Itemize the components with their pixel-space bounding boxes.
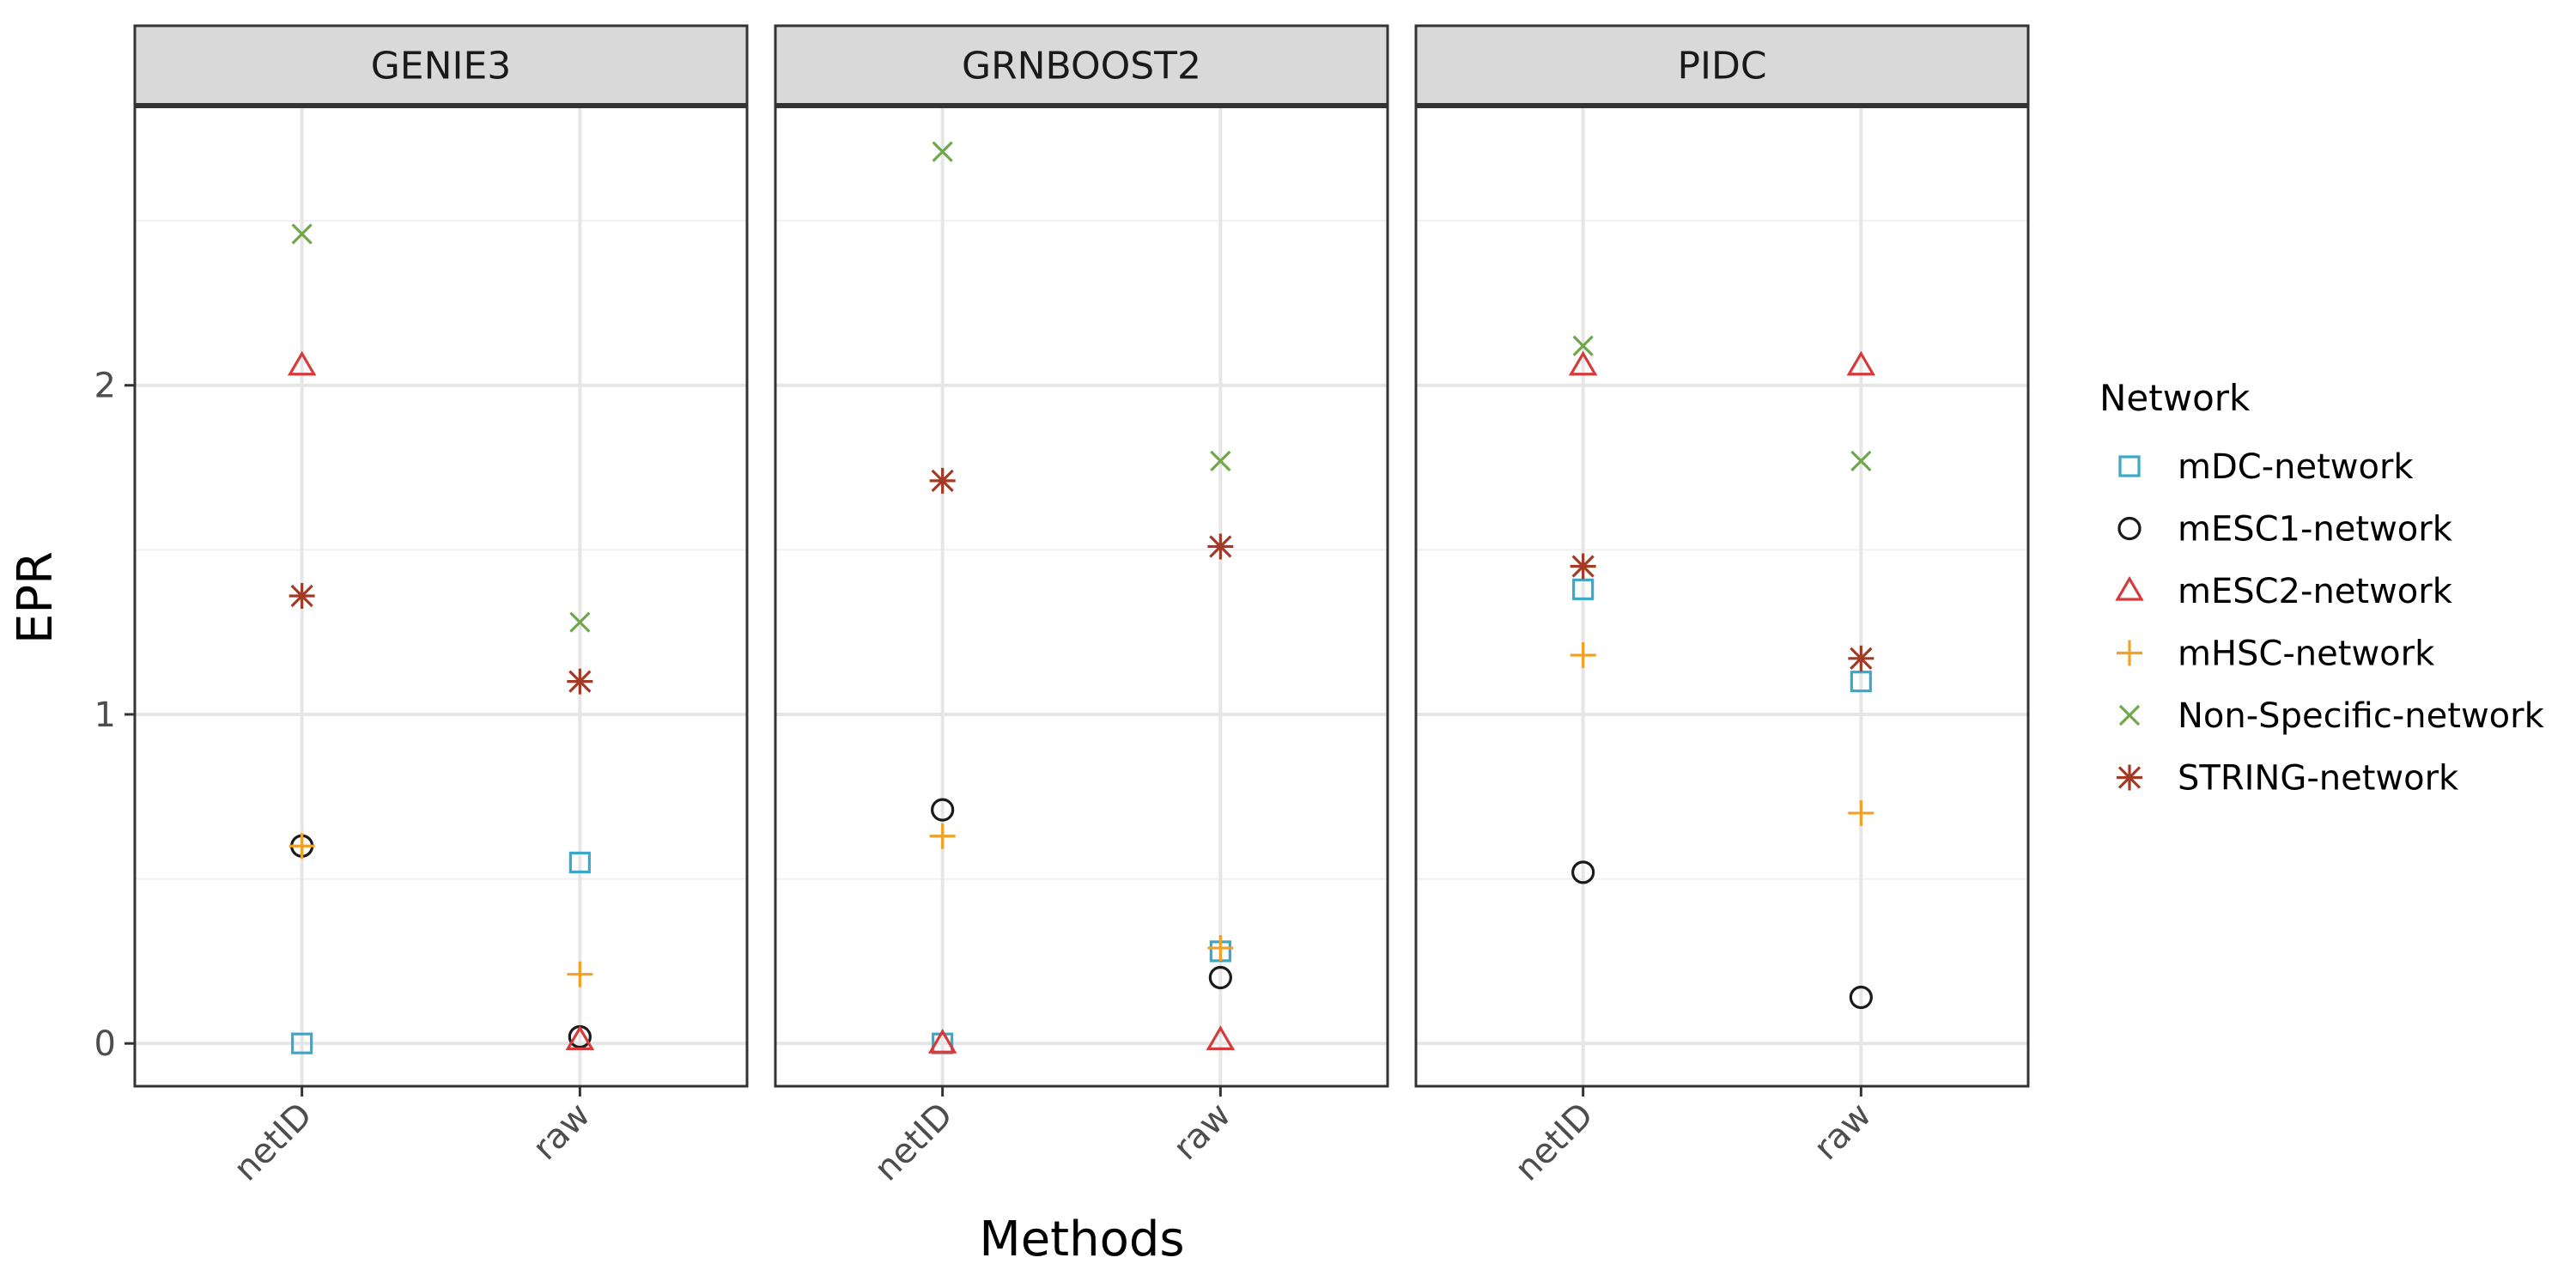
legend-label: mHSC-network [2178, 635, 2435, 674]
legend-item-mdc-network: mDC-network [2118, 447, 2414, 487]
data-point-mdc-network [568, 851, 591, 874]
data-point-non-specific-network [932, 141, 953, 162]
facet-strip-label: GENIE3 [371, 45, 512, 88]
data-point-string-network [289, 583, 315, 609]
data-point-mdc-network [291, 1032, 313, 1054]
data-point-mesc2-network [927, 1029, 957, 1054]
data-point-string-network [1207, 533, 1234, 560]
data-point-mdc-network [1850, 671, 1872, 693]
data-point-non-specific-network [1210, 450, 1231, 472]
legend-item-mesc2-network: mESC2-network [2115, 572, 2453, 611]
data-point-string-network [1848, 645, 1874, 671]
legend-label: Non-Specific-network [2178, 696, 2545, 736]
data-point-mdc-network [1572, 578, 1595, 600]
legend-key-plus [2117, 640, 2142, 666]
y-tick-label: 2 [94, 367, 116, 406]
legend-item-mhsc-network: mHSC-network [2117, 635, 2435, 674]
data-point-string-network [929, 467, 956, 494]
facet-strip [1414, 24, 2030, 107]
legend-item-string-network: STRING-network [2117, 759, 2459, 799]
legend-item-non-specific-network: Non-Specific-network [2118, 696, 2545, 736]
facet-strip-label: GRNBOOST2 [962, 45, 1201, 88]
y-tick-label: 1 [94, 696, 116, 735]
data-point-mesc2-network [1846, 350, 1876, 376]
legend-title: Network [2099, 377, 2251, 419]
legend-item-mesc1-network: mESC1-network [2117, 510, 2453, 550]
y-tick-label: 0 [94, 1024, 116, 1064]
plot-area [135, 106, 747, 1086]
data-point-mhsc-network [1207, 935, 1234, 962]
data-point-non-specific-network [569, 611, 591, 633]
legend-key-circle [2117, 516, 2142, 541]
legend-key-square [2118, 455, 2141, 477]
plot-area [1416, 106, 2028, 1086]
data-point-non-specific-network [1850, 450, 1872, 472]
data-point-non-specific-network [1572, 335, 1594, 356]
legend-key-cross [2118, 704, 2141, 726]
facet-strip [133, 24, 749, 107]
legend-label: mESC1-network [2178, 510, 2453, 550]
data-point-mesc1-network [1208, 965, 1232, 990]
data-point-non-specific-network [291, 223, 313, 245]
data-point-mesc1-network [931, 798, 955, 822]
facet-strip-label: PIDC [1677, 45, 1766, 88]
data-point-string-network [567, 668, 593, 695]
y-axis-title: EPR [8, 551, 64, 644]
data-point-mhsc-network [289, 833, 315, 860]
legend-key-triangle [2115, 575, 2144, 601]
data-point-mesc1-network [1571, 860, 1595, 884]
y-axis: 0 1 2 [94, 367, 135, 1064]
legend-key-asterisk [2117, 764, 2142, 791]
legend-label: mDC-network [2178, 447, 2414, 487]
facet-strip [774, 24, 1389, 107]
legend-label: mESC2-network [2178, 572, 2453, 611]
data-point-string-network [1570, 553, 1596, 580]
data-point-mhsc-network [567, 961, 593, 987]
legend-label: STRING-network [2178, 759, 2459, 799]
x-axis-title: Methods [979, 1212, 1184, 1267]
data-point-mesc2-network [565, 1025, 595, 1050]
plot-area [775, 106, 1388, 1086]
data-point-mhsc-network [1570, 641, 1596, 668]
data-point-mhsc-network [1848, 799, 1874, 826]
data-point-mesc2-network [287, 350, 317, 376]
legend: Network mDC-network mESC1-network mESC2-ne… [2099, 377, 2545, 799]
data-point-mhsc-network [929, 823, 956, 849]
data-point-mesc1-network [1849, 985, 1873, 1010]
data-point-mesc2-network [1568, 350, 1598, 376]
data-point-mesc2-network [1206, 1025, 1236, 1050]
